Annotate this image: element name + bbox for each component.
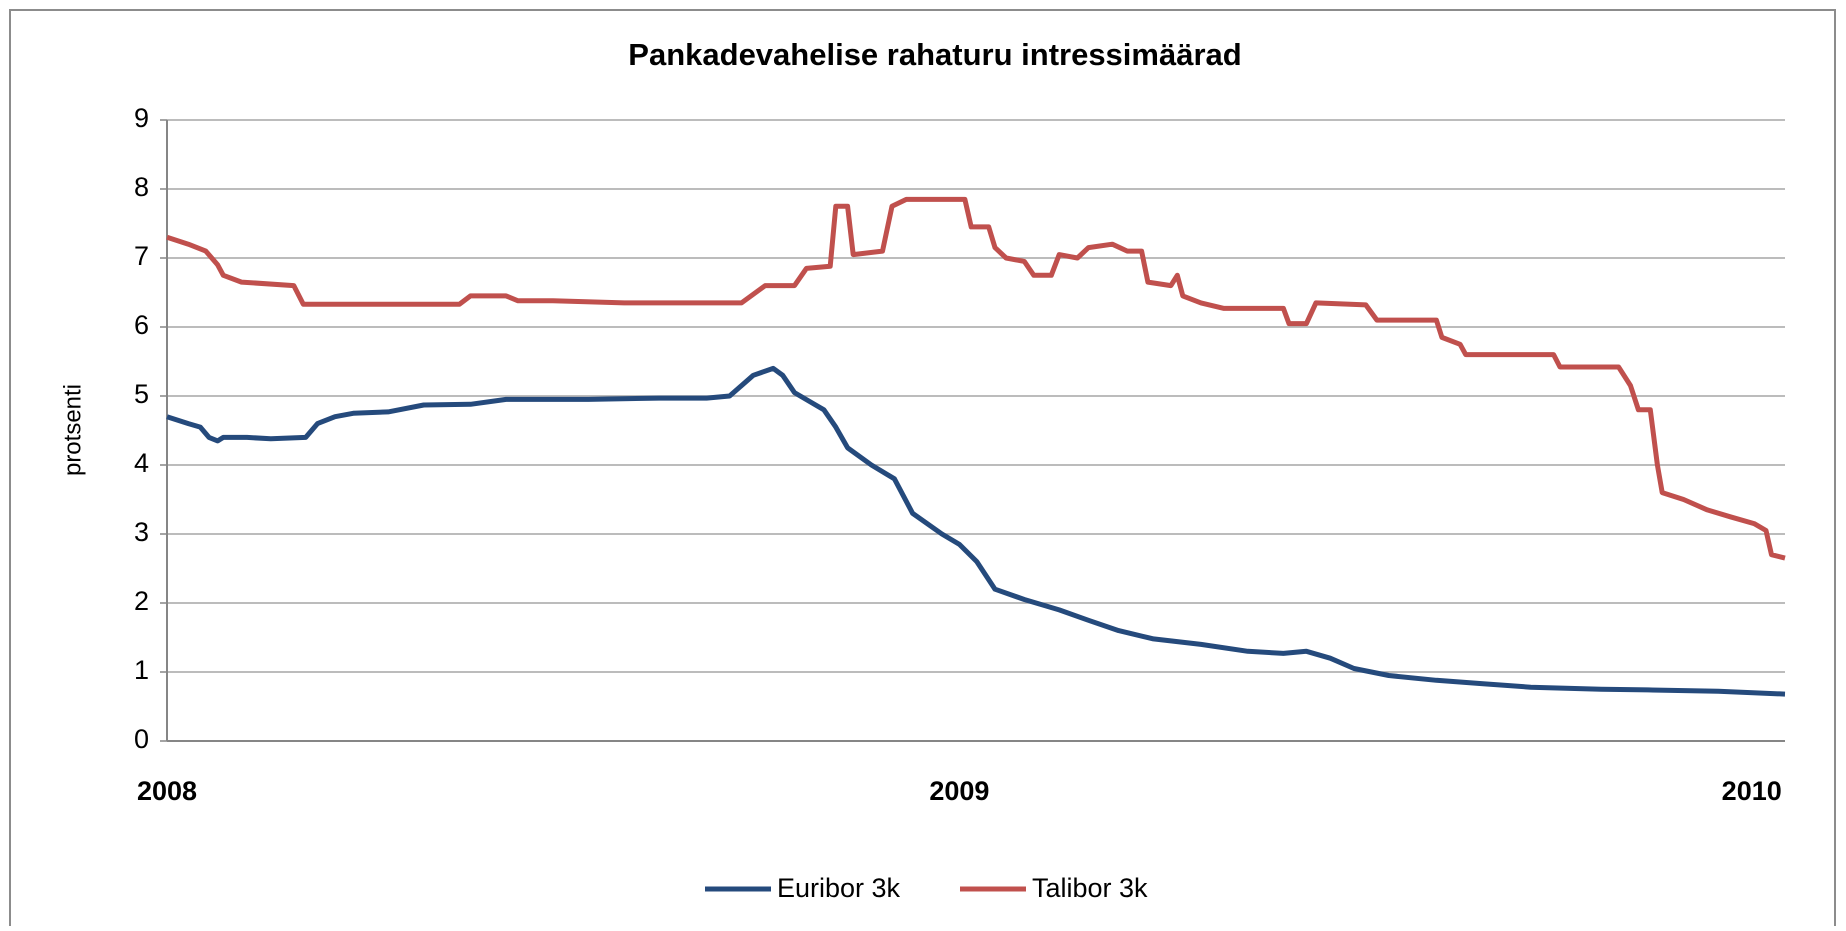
y-tick-label: 8 bbox=[134, 172, 149, 202]
y-tick-label: 0 bbox=[134, 724, 149, 754]
legend-label: Euribor 3k bbox=[777, 873, 901, 903]
series-line bbox=[166, 196, 1786, 561]
series-line bbox=[166, 365, 1786, 697]
x-tick-label: 2008 bbox=[137, 776, 197, 806]
y-tick-label: 6 bbox=[134, 310, 149, 340]
chart-border bbox=[9, 9, 1836, 931]
y-axis-label: protsenti bbox=[59, 384, 86, 476]
y-tick-label: 3 bbox=[134, 517, 149, 547]
y-tick-label: 5 bbox=[134, 379, 149, 409]
y-tick-label: 2 bbox=[134, 586, 149, 616]
y-tick-label: 7 bbox=[134, 241, 149, 271]
x-tick-label: 2010 bbox=[1722, 776, 1782, 806]
y-tick-label: 1 bbox=[134, 655, 149, 685]
legend-label: Talibor 3k bbox=[1032, 873, 1148, 903]
y-tick-label: 9 bbox=[134, 103, 149, 133]
y-tick-label: 4 bbox=[134, 448, 149, 478]
chart-title: Pankadevahelise rahaturu intressimäärad bbox=[628, 37, 1241, 72]
x-tick-label: 2009 bbox=[929, 776, 989, 806]
